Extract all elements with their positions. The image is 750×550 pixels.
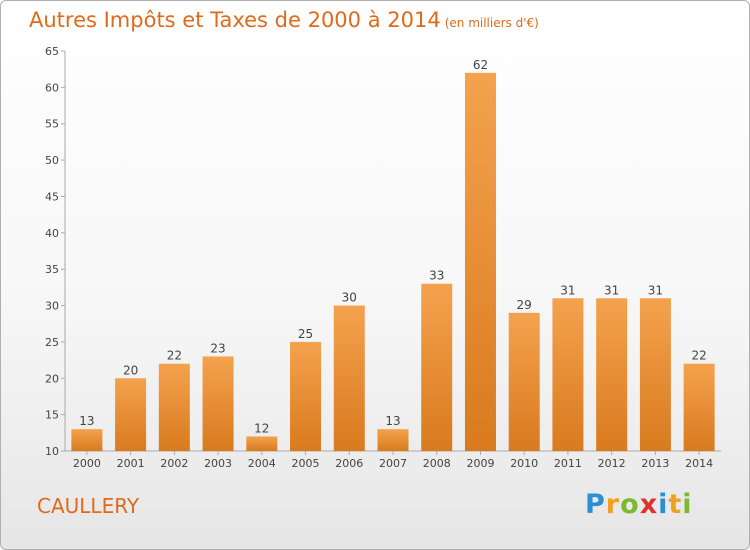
x-tick-label: 2000: [73, 457, 101, 470]
data-label: 62: [473, 58, 488, 72]
chart-subtitle: (en milliers d'€): [444, 16, 539, 30]
proxiti-logo: Proxiti: [585, 489, 693, 520]
bar: [464, 72, 496, 452]
y-tick-label: 40: [45, 227, 59, 240]
x-tick-label: 2003: [204, 457, 232, 470]
y-tick-label: 25: [45, 336, 59, 349]
x-tick-label: 2004: [248, 457, 276, 470]
bar: [639, 298, 671, 451]
y-tick-label: 50: [45, 154, 59, 167]
bar: [333, 305, 365, 451]
data-label: 20: [123, 363, 138, 377]
bar: [115, 378, 147, 451]
logo-letter: i: [682, 489, 693, 520]
data-label: 13: [385, 414, 400, 428]
bar: [683, 363, 715, 451]
bar: [290, 341, 322, 451]
x-tick-label: 2013: [641, 457, 669, 470]
data-label: 25: [298, 327, 313, 341]
logo-letter: x: [639, 489, 659, 520]
data-label: 30: [342, 291, 357, 305]
bar: [71, 429, 103, 451]
x-tick-label: 2008: [423, 457, 451, 470]
data-label: 13: [79, 414, 94, 428]
bar: [508, 312, 540, 451]
x-tick-label: 2005: [292, 457, 320, 470]
commune-name: CAULLERY: [37, 494, 140, 518]
y-tick-label: 65: [45, 45, 59, 58]
y-tick-label: 20: [45, 372, 59, 385]
data-label: 29: [517, 298, 532, 312]
y-tick-label: 60: [45, 81, 59, 94]
x-tick-label: 2010: [510, 457, 538, 470]
data-label: 22: [167, 349, 182, 363]
x-tick-label: 2006: [335, 457, 363, 470]
y-tick-label: 35: [45, 263, 59, 276]
logo-letter: P: [585, 489, 606, 520]
y-tick-label: 45: [45, 190, 59, 203]
bar: [552, 298, 584, 451]
y-tick-label: 30: [45, 300, 59, 313]
logo-letter: t: [668, 489, 683, 520]
x-tick-label: 2011: [554, 457, 582, 470]
bar: [158, 363, 190, 451]
bar: [596, 298, 628, 451]
x-tick-label: 2001: [117, 457, 145, 470]
data-label: 22: [691, 349, 706, 363]
logo-letter: o: [620, 489, 640, 520]
logo-letter: r: [605, 489, 621, 520]
y-tick-label: 15: [45, 409, 59, 422]
data-label: 12: [254, 421, 269, 435]
chart-title: Autres Impôts et Taxes de 2000 à 2014 (en…: [29, 8, 539, 32]
data-label: 31: [604, 283, 619, 297]
x-tick-label: 2012: [598, 457, 626, 470]
x-tick-label: 2007: [379, 457, 407, 470]
data-label: 31: [648, 283, 663, 297]
data-label: 23: [210, 341, 225, 355]
bar: [421, 283, 453, 451]
data-label: 31: [560, 283, 575, 297]
data-label: 33: [429, 269, 444, 283]
y-tick-label: 55: [45, 118, 59, 131]
bar: [377, 429, 409, 451]
logo-letter: i: [658, 489, 669, 520]
x-tick-label: 2009: [466, 457, 494, 470]
bar: [246, 436, 278, 451]
x-tick-label: 2014: [685, 457, 713, 470]
bar: [202, 356, 234, 451]
x-tick-label: 2002: [160, 457, 188, 470]
y-tick-label: 10: [45, 445, 59, 458]
chart-title-text: Autres Impôts et Taxes de 2000 à 2014: [29, 8, 441, 32]
